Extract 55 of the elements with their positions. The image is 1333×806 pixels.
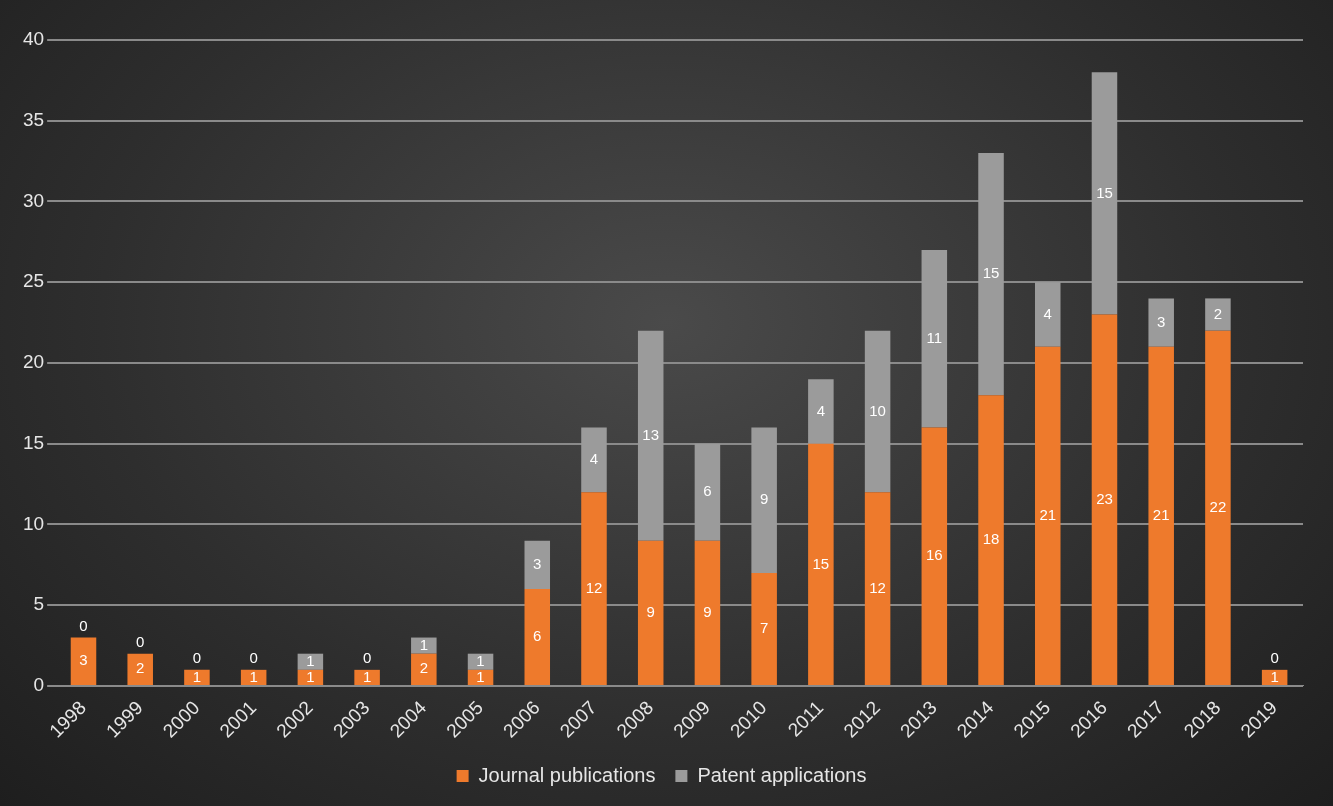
data-label: 1 (1270, 667, 1279, 685)
data-label: 0 (192, 649, 202, 667)
y-tick-label: 30 (22, 189, 45, 211)
data-label: 3 (533, 555, 542, 573)
y-tick-label: 20 (22, 351, 45, 373)
data-label: 9 (646, 602, 655, 620)
data-label: 3 (79, 651, 88, 669)
data-label: 10 (869, 401, 886, 419)
data-label: 4 (589, 450, 599, 468)
data-label: 1 (249, 667, 258, 685)
data-label: 1 (362, 667, 372, 685)
y-tick-label: 40 (22, 28, 45, 50)
y-tick-label: 10 (22, 512, 45, 534)
data-label: 21 (1152, 506, 1170, 524)
data-label: 21 (1039, 506, 1057, 524)
data-label: 2 (1213, 304, 1223, 322)
data-label: 0 (362, 649, 372, 667)
y-tick-label: 0 (33, 674, 45, 696)
data-label: 1 (476, 667, 485, 685)
data-label: 18 (982, 530, 1000, 548)
legend-label: Patent applications (697, 763, 867, 786)
data-label: 0 (136, 633, 145, 651)
data-label: 0 (79, 617, 88, 635)
y-tick-label: 35 (22, 108, 45, 130)
data-label: 2 (419, 659, 428, 677)
data-label: 15 (982, 264, 1000, 282)
data-label: 23 (1096, 489, 1113, 507)
legend-label: Journal publications (478, 763, 656, 786)
data-label: 1 (306, 667, 315, 685)
data-label: 0 (1270, 649, 1279, 667)
data-label: 16 (925, 546, 943, 564)
y-tick-label: 25 (22, 270, 45, 292)
data-label: 15 (812, 554, 830, 572)
y-tick-label: 15 (22, 431, 45, 453)
data-label: 9 (703, 602, 712, 620)
data-label: 4 (816, 401, 826, 419)
data-label: 9 (759, 490, 769, 508)
data-label: 2 (136, 659, 145, 677)
data-label: 13 (642, 425, 660, 443)
data-label: 12 (585, 578, 603, 596)
y-tick-label: 5 (33, 593, 45, 615)
data-label: 1 (192, 667, 202, 685)
data-label: 4 (1043, 304, 1052, 322)
data-label: 0 (249, 649, 258, 667)
data-label: 6 (703, 482, 712, 500)
data-label: 3 (1157, 312, 1166, 330)
data-label: 11 (926, 328, 943, 346)
data-label: 1 (419, 635, 428, 653)
data-label: 12 (869, 578, 886, 596)
data-label: 7 (759, 619, 769, 637)
data-label: 15 (1096, 183, 1113, 201)
data-label: 1 (306, 651, 315, 669)
data-label: 1 (476, 651, 485, 669)
data-label: 22 (1209, 497, 1227, 515)
data-label: 6 (533, 627, 542, 645)
